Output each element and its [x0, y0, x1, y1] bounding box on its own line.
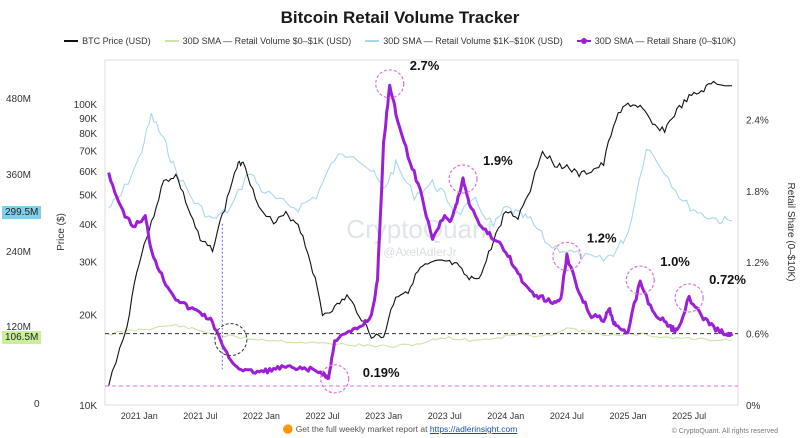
- annotation-circle: [625, 265, 655, 295]
- share-axis-tick: 1.2%: [746, 258, 769, 269]
- price-axis-tick: 20K: [79, 310, 97, 321]
- price-axis-tick: 30K: [79, 257, 97, 268]
- share-axis-tick: 2.4%: [746, 115, 769, 126]
- annotation-label: 2.7%: [410, 58, 440, 73]
- legend-swatch-retail-share: [576, 38, 591, 44]
- price-axis-tick: 60K: [79, 167, 97, 178]
- watermark: CryptoQuant: [346, 214, 494, 244]
- left-axis-tick: 240M: [6, 247, 32, 258]
- annotation-label: 1.0%: [660, 254, 690, 269]
- legend-entry-volume-mid[interactable]: 30D SMA — Retail Volume $1K–$10K (USD): [365, 36, 563, 46]
- price-axis-tick: 100K: [74, 100, 98, 111]
- low-marker-circle: [214, 323, 248, 357]
- legend-label-retail-share: 30D SMA — Retail Share (0–$10K): [594, 36, 736, 46]
- series-retail-share: [107, 83, 734, 380]
- annotation-label: 0.72%: [709, 272, 746, 287]
- annotation-circle: [674, 283, 704, 313]
- price-axis-label: Price ($): [56, 213, 67, 251]
- series-layer: [105, 80, 738, 387]
- x-axis-tick: 2024 Jul: [550, 411, 584, 421]
- share-axis-tick: 0.6%: [746, 330, 769, 341]
- x-axis-tick: 2025 Jan: [609, 411, 646, 421]
- left-axis-tick: 360M: [6, 170, 32, 181]
- annotation-circle: [320, 364, 350, 394]
- annotation-label: 0.19%: [363, 365, 400, 380]
- legend-label-btc: BTC Price (USD): [82, 36, 151, 46]
- x-axis-tick: 2022 Jan: [243, 411, 280, 421]
- left-axis-tick: 0: [34, 399, 40, 410]
- x-axis-tick: 2024 Jan: [487, 411, 524, 421]
- legend-entry-btc-price[interactable]: BTC Price (USD): [64, 36, 151, 46]
- legend-entry-retail-share[interactable]: 30D SMA — Retail Share (0–$10K): [576, 36, 736, 46]
- footer-emoji: 🟠: [282, 424, 294, 434]
- series-btc-price: [108, 80, 732, 386]
- credit: © CryptoQuant. All rights reserved: [671, 428, 778, 435]
- footer-text: Get the full weekly market report at: [295, 424, 428, 434]
- price-axis-tick: 40K: [79, 220, 97, 231]
- x-axis-tick: 2021 Jan: [121, 411, 158, 421]
- x-axis-tick: 2025 Jul: [672, 411, 706, 421]
- left-axis-highlight-mid: 299.5M: [2, 206, 42, 219]
- legend-entry-volume-small[interactable]: 30D SMA — Retail Volume $0–$1K (USD): [164, 36, 352, 46]
- share-axis-tick: 0%: [746, 401, 761, 412]
- left-axis-tick: 120M: [6, 322, 32, 333]
- x-axis-tick: 2023 Jan: [365, 411, 402, 421]
- watermark-handle: @AxelAdlerJr: [383, 245, 457, 259]
- footer-link[interactable]: https://adlerinsight.com: [429, 424, 518, 434]
- grid-layer: [104, 59, 739, 406]
- legend-label-volume-mid: 30D SMA — Retail Volume $1K–$10K (USD): [383, 36, 563, 46]
- footer: 🟠 Get the full weekly market report at h…: [0, 424, 800, 435]
- share-axis-label: Retail Share (0–$10K): [785, 183, 796, 282]
- annotation-circle: [375, 69, 405, 99]
- price-axis-tick: 80K: [79, 129, 97, 140]
- chart-title: Bitcoin Retail Volume Tracker: [280, 8, 520, 27]
- x-axis-tick: 2022 Jul: [306, 411, 340, 421]
- x-axis-tick: 2023 Jul: [428, 411, 462, 421]
- x-axis-tick: 2021 Jul: [183, 411, 217, 421]
- price-axis-tick: 50K: [79, 191, 97, 202]
- price-axis-tick: 70K: [79, 147, 97, 158]
- axis-layer: 100K 90K 80K 70K 60K 50K 40K 30K 20K 10K 2.4% 1.8% 1…: [74, 100, 769, 421]
- legend-swatch-volume-small: [164, 40, 179, 42]
- annotation-circle: [552, 241, 582, 271]
- left-axis-tick: 480M: [6, 94, 32, 105]
- share-axis-tick: 1.8%: [746, 187, 769, 198]
- chart-plot: CryptoQuant @AxelAdlerJr 100K 90K 80K 70K 60…: [56, 58, 796, 421]
- annotation-label: 1.2%: [587, 230, 617, 245]
- annotation-label: 1.9%: [483, 153, 513, 168]
- plot-frame: [104, 59, 739, 406]
- annotation-circle: [448, 164, 478, 194]
- series-volume-small: [108, 323, 733, 348]
- legend-label-volume-small: 30D SMA — Retail Volume $0–$1K (USD): [182, 36, 352, 46]
- left-axis-highlight-small: 106.5M: [2, 331, 42, 344]
- legend: BTC Price (USD) 30D SMA — Retail Volume …: [0, 36, 800, 46]
- legend-swatch-volume-mid: [365, 40, 380, 42]
- price-axis-tick: 10K: [79, 401, 97, 412]
- series-volume-mid: [108, 112, 732, 263]
- legend-swatch-btc: [64, 40, 79, 42]
- annotation-layer: 2.7% 1.9% 1.2% 1.0% 0.72% 0.19%: [214, 58, 746, 394]
- price-axis-tick: 90K: [79, 114, 97, 125]
